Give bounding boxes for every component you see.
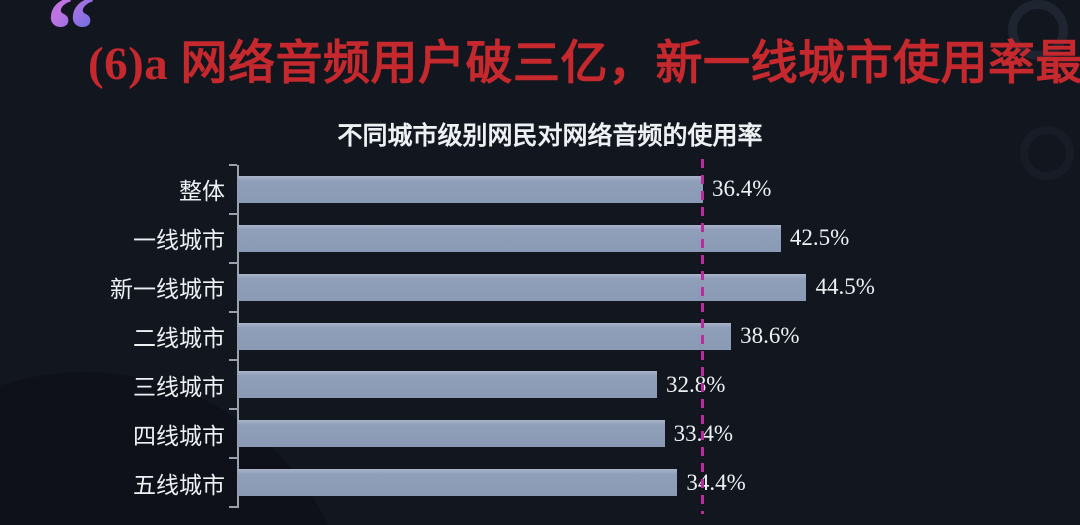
plot-area: 整体 36.4% 一线城市 42.5% 新一线城市 44.5% 二线城市 38.6% 三线城市 3… [0,159,1080,514]
chart-title: 不同城市级别网民对网络音频的使用率 [337,122,763,150]
bar [238,273,807,301]
page-title: (6)a 网络音频用户破三亿，新一线城市使用率最高 [88,38,1080,90]
bar [238,322,732,350]
ring-icon [1020,126,1074,180]
reference-line [700,159,704,514]
value-label: 34.4% [686,469,746,495]
bar [238,176,703,203]
axis-tick [229,212,237,215]
value-label: 42.5% [789,225,850,251]
axis-tick [229,457,237,460]
bar [238,420,665,448]
bar [238,224,781,252]
header: “ (6)a 网络音频用户破三亿，新一线城市使用率最高 [0,0,1080,110]
category-label: 三线城市 [133,374,225,400]
category-label: 新一线城市 [110,277,225,303]
axis-tick [229,506,237,509]
category-label: 五线城市 [133,472,225,498]
value-label: 44.5% [815,274,875,300]
value-label: 36.4% [711,176,772,202]
ring-icon [1008,0,1068,60]
bar [238,371,657,399]
value-label: 32.8% [665,371,726,397]
quote-icon: “ [46,0,96,80]
axis-tick [229,310,237,313]
axis-tick [229,261,237,264]
axis-tick [229,359,237,362]
bar [238,469,678,497]
value-label: 38.6% [740,323,800,348]
quote-glyph: “ [46,0,96,80]
category-label: 一线城市 [133,228,225,254]
axis-tick [229,408,237,411]
category-label: 整体 [179,179,225,205]
category-label: 四线城市 [133,423,225,449]
category-label: 二线城市 [133,326,225,351]
axis-tick [229,164,237,166]
